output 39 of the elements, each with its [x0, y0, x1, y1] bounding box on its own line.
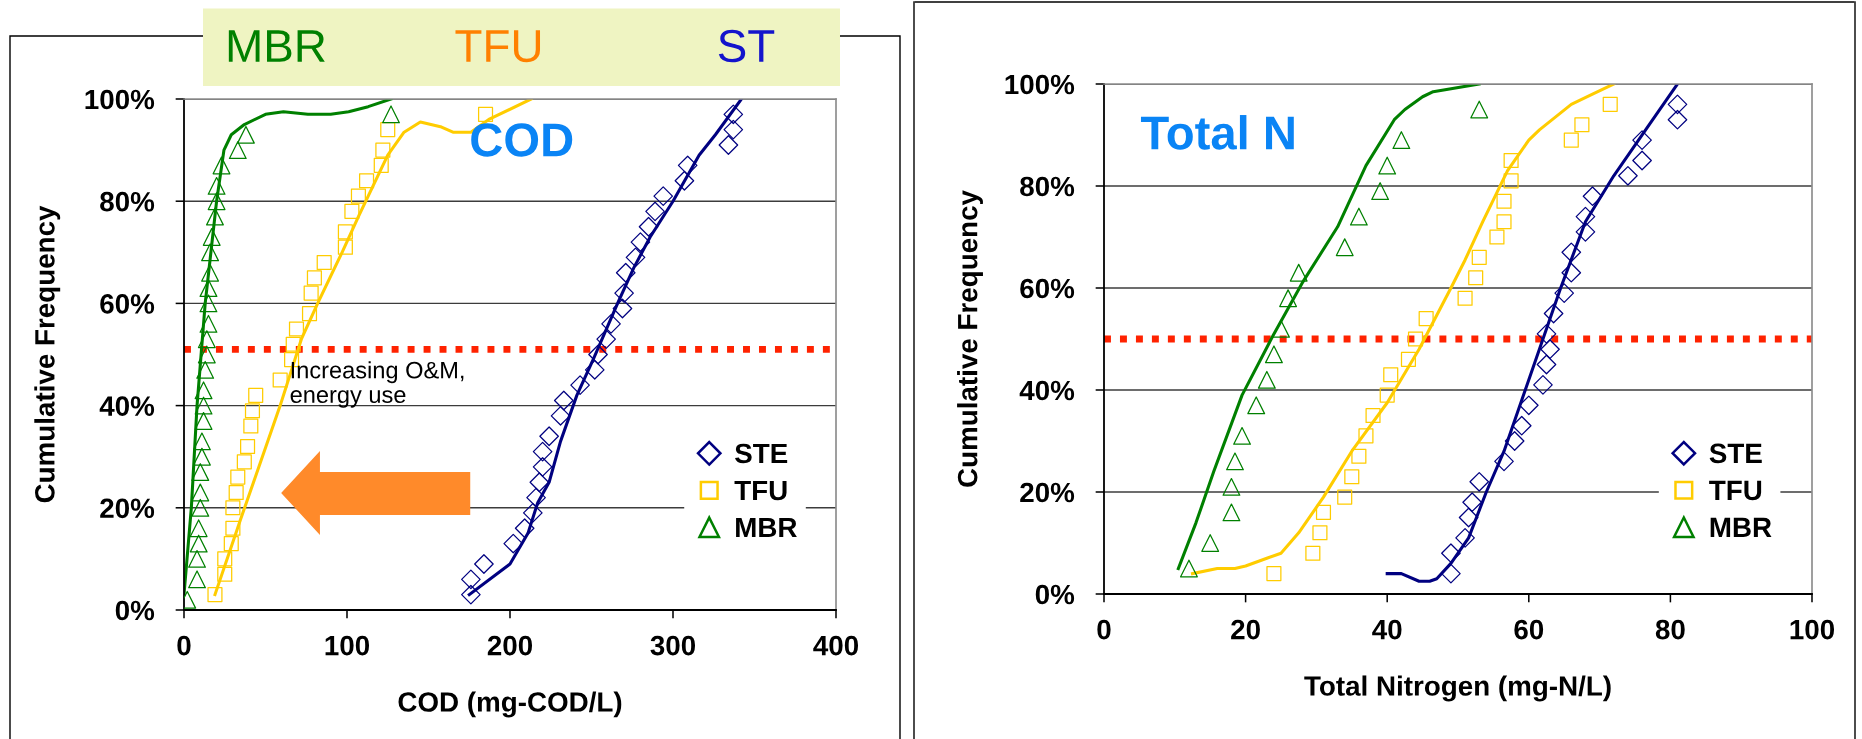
y-tick-label: 60% — [100, 294, 155, 314]
y-tick-label: 80% — [100, 191, 155, 212]
annotation: Increasing O&M, energy use — [290, 361, 464, 408]
legend-label: MBR — [1710, 517, 1772, 537]
x-tick-label: 80 — [1655, 619, 1685, 640]
x-tick-label: 0 — [177, 635, 191, 656]
x-axis-title: Total Nitrogen (mg-N/L) — [1304, 675, 1611, 702]
x-tick-label: 200 — [487, 635, 533, 656]
y-tick-label: 100% — [1005, 74, 1075, 95]
x-tick-label: 60 — [1514, 619, 1544, 640]
y-tick-label: 20% — [1020, 482, 1075, 503]
y-axis-title: Cumulative Frequency — [957, 190, 983, 487]
chart-title: COD — [471, 123, 573, 157]
y-tick-label: 60% — [1020, 278, 1075, 299]
x-tick-label: 100 — [1790, 619, 1835, 640]
x-tick-label: 40 — [1372, 619, 1402, 640]
y-tick-label: 20% — [100, 498, 155, 519]
x-tick-label: 0 — [1097, 619, 1111, 640]
y-tick-label: 80% — [1020, 176, 1075, 197]
text: Total N — [1140, 115, 1294, 150]
x-axis-title: COD (mg-COD/L) — [398, 691, 622, 718]
text: MBR — [228, 30, 325, 62]
text: ST — [718, 29, 775, 63]
y-tick-label: 0% — [115, 600, 155, 621]
y-tick-label: 40% — [99, 396, 155, 416]
y-tick-label: 100% — [85, 89, 155, 110]
text: TFU — [455, 30, 541, 63]
x-tick-label: 100 — [325, 635, 370, 656]
x-tick-label: 20 — [1231, 619, 1260, 640]
legend-label: STE — [1709, 443, 1762, 464]
legend-label: MBR — [736, 517, 797, 538]
legend-label: TFU — [1709, 480, 1762, 501]
legend-label: TFU — [734, 480, 787, 501]
y-tick-label: 40% — [1019, 380, 1075, 401]
legend-label: STE — [735, 443, 788, 464]
y-axis-title: Cumulative Frequency — [34, 205, 61, 503]
y-tick-label: 0% — [1035, 584, 1075, 605]
x-tick-label: 400 — [813, 635, 859, 656]
x-tick-label: 300 — [650, 635, 696, 656]
